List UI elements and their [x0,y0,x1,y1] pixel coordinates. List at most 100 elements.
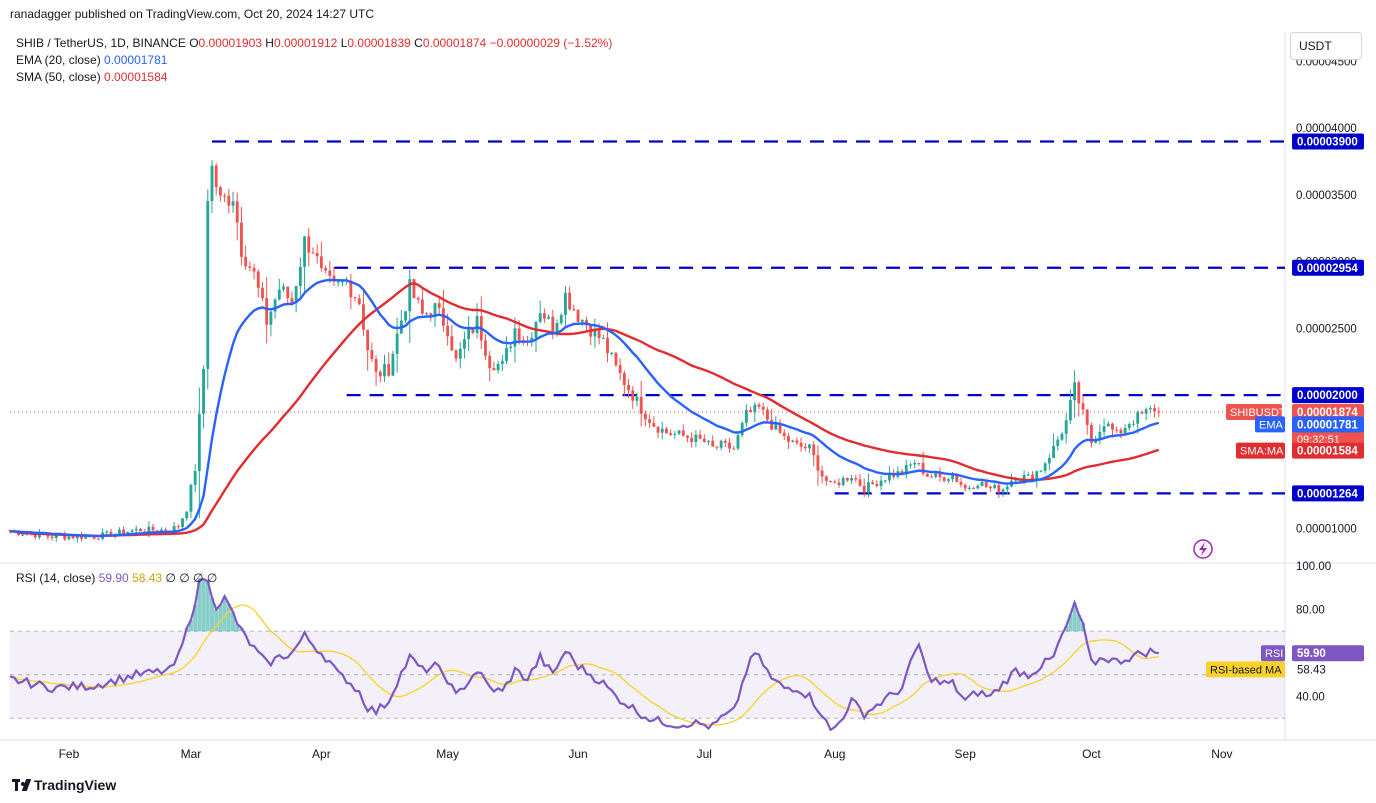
time-tick-label-5: Jul [697,747,712,761]
candle-body [1056,439,1060,447]
candle-body [269,311,273,325]
time-tick-label-1: Mar [181,747,202,761]
candle-body [622,373,626,386]
high-value: 0.00001912 [273,36,338,50]
candle-body [627,385,630,391]
rsi-legend: RSI (14, close) 59.90 58.43 ∅ ∅ ∅ ∅ [16,571,217,585]
candle-body [286,286,290,299]
candle-body [610,353,614,355]
candle-body [639,396,643,414]
candle-body [471,329,475,333]
candle-body [618,365,622,374]
candle-body [993,485,997,489]
candle-body [404,311,407,321]
ema-value-badge [1292,416,1364,433]
candle-body [707,440,710,442]
candle-body [765,409,769,420]
close-label: C [414,36,423,50]
candle-body [130,530,134,532]
candle-body [362,304,365,330]
candle-body [635,396,639,401]
candle-body [1115,429,1119,431]
candle-body [904,465,908,475]
candle-body [690,437,694,443]
candle-body [1094,439,1098,443]
candle-body [984,481,988,487]
candle-body [946,479,950,481]
publisher-note: ranadagger published on TradingView.com,… [10,7,375,21]
candle-body [597,328,601,339]
candle-body [850,478,854,481]
candle-body [185,511,189,519]
candle-body [75,535,79,539]
time-tick-label-9: Nov [1211,747,1232,761]
candle-body [1043,463,1047,471]
tradingview-brand[interactable]: TradingView [12,777,116,793]
sma-legend: SMA (50, close) 0.00001584 [16,70,167,84]
candle-body [568,292,572,310]
candle-body [378,371,382,377]
lightning-icon-ring [1193,539,1213,559]
rsi-line [9,577,1159,732]
currency-unit-button[interactable]: USDT [1290,32,1362,60]
candle-body [437,303,441,309]
candle-body [265,298,269,325]
key-level-label-2: 0.00002000 [1297,390,1358,402]
rsi-overbought-fill [184,579,1086,632]
candle-body [1026,474,1030,476]
candle-body [231,201,235,206]
candle-body [829,480,832,482]
candle-body [1153,408,1156,412]
rsi-legend-label[interactable]: RSI (14, close) [16,571,96,585]
candle-body [252,267,256,272]
candle-body [189,484,193,512]
rsi-legend-empty-2: ∅ [179,571,190,585]
lightning-icon[interactable] [1193,539,1213,559]
ema-legend: EMA (20, close) 0.00001781 [16,53,167,67]
candle-body [172,526,176,533]
candle-body [1022,474,1026,480]
candle-body [54,534,58,538]
rsi-value-badge [1292,645,1364,662]
candle-body [980,481,984,486]
rsi-ma-name-badge [1206,661,1285,678]
candle-body [50,536,54,538]
candle-body [244,256,248,267]
candle-body [555,323,559,335]
candle-body [551,316,555,335]
candle-body [1073,382,1077,401]
candle-body [816,455,820,471]
candle-body [505,347,508,361]
ohlc-legend: SHIB / TetherUS, 1D, BINANCE O0.00001903… [16,36,612,50]
candle-body [740,422,744,436]
candle-body [715,446,719,448]
candle-body [1148,408,1152,410]
candle-body [509,346,513,348]
rsi-legend-empty-4: ∅ [206,571,218,585]
symbol-label[interactable]: SHIB / TetherUS, 1D, BINANCE [16,36,186,50]
candle-body [938,473,942,478]
candle-body [799,442,803,447]
sma-legend-label[interactable]: SMA (50, close) [16,70,101,84]
candle-body [732,448,736,450]
candle-body [160,529,163,532]
candle-body [542,313,546,319]
candle-body [282,286,285,290]
key-level-badge-0 [1292,133,1364,150]
candle-body [408,279,412,312]
candle-body [711,440,715,447]
candle-body [875,483,879,487]
change-value: −0.00000029 (−1.52%) [489,36,613,50]
ema-legend-label[interactable]: EMA (20, close) [16,53,101,67]
ema-20-line [10,278,1160,538]
candle-body [976,485,980,489]
candle-body [139,528,142,532]
candle-body [181,518,184,527]
candle-body [126,531,130,534]
candle-body [824,476,828,481]
candle-body [67,536,71,540]
candle-body [564,292,567,316]
candle-body [63,535,67,540]
candle-body [467,329,471,340]
